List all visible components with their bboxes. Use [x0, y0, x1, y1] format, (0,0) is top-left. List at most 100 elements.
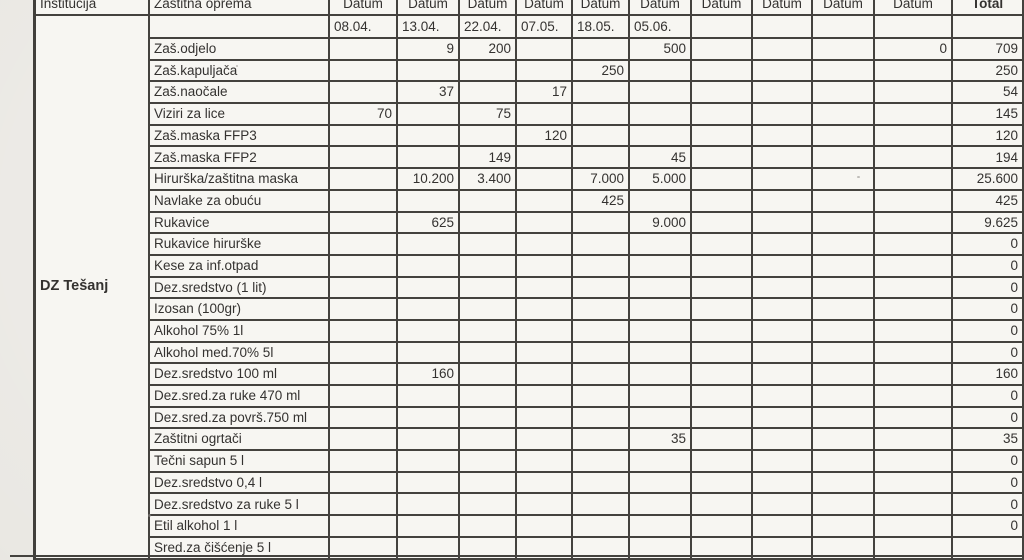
value-cell [517, 342, 573, 365]
value-cell [517, 494, 573, 517]
value-cell [753, 60, 813, 83]
value-cell [813, 234, 875, 256]
value-cell [692, 429, 753, 452]
header-row: Institucija Zaštitna oprema Datum Datum Datu… [36, 0, 1024, 16]
scan-speck [857, 176, 860, 178]
value-cell [753, 255, 813, 278]
value-cell [573, 82, 630, 105]
value-cell [630, 451, 692, 473]
value-cell [330, 82, 398, 105]
value-cell [753, 320, 813, 343]
value-cell [692, 537, 753, 560]
value-cell [753, 451, 813, 473]
value-cell [630, 407, 692, 430]
equipment-item-cell: Dez.sred.za površ.750 ml [150, 407, 330, 430]
value-cell: 250 [573, 60, 630, 83]
value-cell [875, 147, 953, 170]
value-cell [753, 104, 813, 126]
value-cell [875, 212, 953, 235]
value-cell [753, 537, 813, 560]
equipment-item-cell: Sred.za čišćenje 5 l [150, 537, 330, 560]
value-cell [517, 169, 573, 191]
value-cell: 9.000 [630, 212, 692, 235]
value-cell [875, 407, 953, 430]
date-cell-4: 07.05. [517, 16, 573, 39]
value-cell [630, 190, 692, 213]
table-row: Zaštitni ogrtači 35 35 [36, 429, 1024, 452]
date-cell-1: 08.04. [330, 16, 398, 39]
value-cell [398, 125, 460, 148]
value-cell [753, 190, 813, 213]
value-cell [330, 472, 398, 495]
value-cell [517, 299, 573, 321]
value-cell [813, 212, 875, 235]
table-row: Dez.sredstvo za ruke 5 l 0 [36, 494, 1024, 517]
header-datum-1: Datum [330, 0, 398, 16]
value-cell [692, 104, 753, 126]
value-cell [330, 516, 398, 538]
date-row: DZ Tešanj 08.04. 13.04. 22.04. 07.05. 18.05. 0… [36, 16, 1024, 560]
header-datum-7: Datum [692, 0, 753, 16]
value-cell [692, 494, 753, 517]
value-cell [875, 234, 953, 256]
value-cell [573, 472, 630, 495]
value-cell [875, 104, 953, 126]
date-cell-6: 05.06. [630, 16, 692, 39]
value-cell [573, 277, 630, 300]
equipment-item-cell: Dez.sredstvo za ruke 5 l [150, 494, 330, 517]
total-cell: 0 [953, 386, 1024, 408]
value-cell [692, 125, 753, 148]
value-cell [398, 147, 460, 170]
value-cell [875, 342, 953, 365]
table-row: Tečni sapun 5 l 0 [36, 451, 1024, 473]
total-cell: 160 [953, 364, 1024, 386]
value-cell [875, 60, 953, 83]
value-cell [330, 299, 398, 321]
equipment-distribution-table: Institucija Zaštitna oprema Datum Datum Datu… [33, 0, 1024, 560]
date-cell-8 [753, 16, 813, 39]
equipment-item-cell: Dez.sred.za ruke 470 ml [150, 386, 330, 408]
value-cell [753, 277, 813, 300]
total-cell: 145 [953, 104, 1024, 126]
table-row: Alkohol med.70% 5l 0 [36, 342, 1024, 365]
value-cell [398, 234, 460, 256]
value-cell [398, 429, 460, 452]
total-cell: 0 [953, 277, 1024, 300]
value-cell [813, 516, 875, 538]
value-cell [753, 494, 813, 517]
value-cell [692, 60, 753, 83]
value-cell [398, 60, 460, 83]
value-cell [517, 451, 573, 473]
value-cell [573, 451, 630, 473]
total-cell: 0 [953, 299, 1024, 321]
value-cell [692, 39, 753, 61]
value-cell [330, 429, 398, 452]
header-datum-9: Datum [813, 0, 875, 16]
table-row: Zaš.kapuljača 250 250 [36, 60, 1024, 83]
total-cell: 709 [953, 39, 1024, 61]
value-cell [517, 39, 573, 61]
value-cell [753, 125, 813, 148]
equipment-item-cell: Zaš.odjelo [150, 39, 330, 61]
value-cell [573, 125, 630, 148]
value-cell [813, 39, 875, 61]
value-cell [517, 364, 573, 386]
value-cell [875, 255, 953, 278]
value-cell [813, 494, 875, 517]
table-row: Zaš.maska FFP2 149 45 194 [36, 147, 1024, 170]
value-cell [330, 342, 398, 365]
value-cell [573, 407, 630, 430]
table-row: Dez.sred.za ruke 470 ml 0 [36, 386, 1024, 408]
value-cell [517, 212, 573, 235]
value-cell: 160 [398, 364, 460, 386]
value-cell [875, 364, 953, 386]
value-cell [573, 39, 630, 61]
total-cell: 0 [953, 451, 1024, 473]
value-cell [398, 190, 460, 213]
value-cell [692, 169, 753, 191]
equipment-item-cell: Izosan (100gr) [150, 299, 330, 321]
value-cell: 37 [398, 82, 460, 105]
value-cell [573, 342, 630, 365]
value-cell [330, 39, 398, 61]
value-cell [813, 277, 875, 300]
